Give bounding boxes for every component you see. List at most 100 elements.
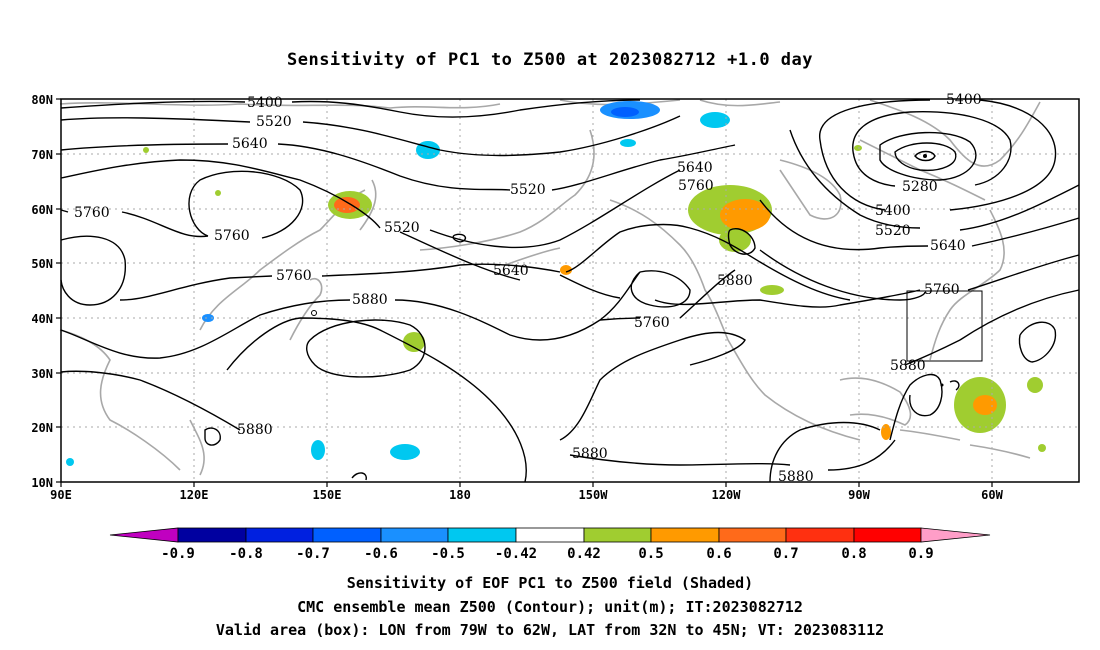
colorbar-cell bbox=[380, 527, 449, 543]
lon-label: 90E bbox=[50, 488, 72, 502]
shade-patch-positive bbox=[1038, 444, 1046, 452]
lon-label: 60W bbox=[981, 488, 1003, 502]
colorbar-cell bbox=[245, 527, 314, 543]
shade-patch-negative bbox=[620, 139, 636, 147]
colorbar-cell-over bbox=[920, 527, 991, 543]
contour-label: 5400 bbox=[946, 92, 982, 108]
contour-label: 5520 bbox=[384, 220, 420, 236]
shade-patch-positive bbox=[973, 395, 997, 415]
contour-label: 5280 bbox=[902, 179, 938, 195]
colorbar-cell bbox=[718, 527, 787, 543]
contour-label: 5640 bbox=[232, 136, 268, 152]
shade-patch-positive bbox=[719, 228, 751, 252]
contour-label: 5880 bbox=[717, 273, 753, 289]
contour-label: 5880 bbox=[237, 422, 273, 438]
lon-label: 180 bbox=[449, 488, 471, 502]
colorbar-label: 0.5 bbox=[638, 546, 663, 562]
contour-label: 5520 bbox=[256, 114, 292, 130]
low-center-markers bbox=[311, 154, 944, 387]
plot-title: Sensitivity of PC1 to Z500 at 2023082712… bbox=[286, 50, 813, 70]
colorbar-label: -0.5 bbox=[431, 546, 465, 562]
colorbar-label: 0.9 bbox=[908, 546, 933, 562]
valid-area-box bbox=[906, 290, 983, 362]
contour-label: 5880 bbox=[352, 292, 388, 308]
lat-label: 70N bbox=[31, 148, 53, 162]
longitude-labels: 90E 120E 150E 180 150W 120W 90W 60W bbox=[50, 488, 1003, 502]
colorbar-labels: -0.9 -0.8 -0.7 -0.6 -0.5 -0.42 0.42 0.5 … bbox=[161, 546, 934, 562]
shade-patch-positive bbox=[854, 145, 862, 151]
shade-patch-negative bbox=[66, 458, 74, 466]
contour-label: 5880 bbox=[572, 446, 608, 462]
shade-patch-negative bbox=[611, 107, 639, 117]
caption-line-2: CMC ensemble mean Z500 (Contour); unit(m… bbox=[297, 598, 803, 616]
shade-patch-negative bbox=[390, 444, 420, 460]
caption-line-1: Sensitivity of EOF PC1 to Z500 field (Sh… bbox=[346, 574, 754, 592]
contour-label: 5760 bbox=[276, 268, 312, 284]
contour-label: 5880 bbox=[890, 358, 926, 374]
axis-ticks bbox=[56, 98, 993, 487]
contour-label: 5400 bbox=[875, 203, 911, 219]
lat-label: 20N bbox=[31, 421, 53, 435]
map-frame bbox=[60, 98, 1080, 483]
colorbar-label: -0.9 bbox=[161, 546, 195, 562]
colorbar-label: -0.7 bbox=[296, 546, 330, 562]
colorbar-cell bbox=[853, 527, 922, 543]
lon-label: 120E bbox=[180, 488, 209, 502]
shade-patch-positive bbox=[143, 147, 149, 153]
lon-label: 90W bbox=[848, 488, 870, 502]
shade-patch-positive bbox=[334, 197, 360, 213]
lat-label: 40N bbox=[31, 312, 53, 326]
colorbar-label: 0.7 bbox=[773, 546, 798, 562]
shade-patch-negative bbox=[416, 141, 440, 159]
colorbar bbox=[109, 527, 991, 543]
shade-patch-negative bbox=[700, 112, 730, 128]
shade-patch-positive bbox=[881, 424, 891, 440]
colorbar-cell-under bbox=[109, 527, 179, 543]
colorbar-cell bbox=[785, 527, 855, 543]
coastlines bbox=[59, 99, 1041, 476]
caption-line-3: Valid area (box): LON from 79W to 62W, L… bbox=[215, 621, 885, 639]
colorbar-cell bbox=[177, 527, 247, 543]
graticule bbox=[61, 99, 1079, 482]
shade-patch-positive bbox=[760, 285, 784, 295]
contour-label: 5640 bbox=[677, 160, 713, 176]
shade-patch-positive bbox=[720, 199, 770, 231]
sensitivity-shading bbox=[66, 101, 1046, 466]
lat-label: 60N bbox=[31, 203, 53, 217]
lat-label: 10N bbox=[31, 476, 53, 490]
contour-label: 5760 bbox=[214, 228, 250, 244]
lat-label: 80N bbox=[31, 93, 53, 107]
shade-patch-negative bbox=[311, 440, 325, 460]
colorbar-label: 0.42 bbox=[567, 546, 601, 562]
contour-label: 5520 bbox=[875, 223, 911, 239]
z500-contours bbox=[60, 99, 1080, 483]
contour-label: 5760 bbox=[924, 282, 960, 298]
colorbar-label: -0.8 bbox=[229, 546, 263, 562]
colorbar-cell bbox=[447, 527, 517, 543]
contour-label: 5520 bbox=[510, 182, 546, 198]
contour-label: 5640 bbox=[930, 238, 966, 254]
colorbar-label: 0.6 bbox=[706, 546, 731, 562]
latitude-labels: 80N 70N 60N 50N 40N 30N 20N 10N bbox=[31, 93, 53, 490]
shade-patch-positive bbox=[403, 332, 425, 352]
lat-label: 30N bbox=[31, 367, 53, 381]
lon-label: 150E bbox=[313, 488, 342, 502]
lon-label: 150W bbox=[579, 488, 609, 502]
colorbar-cell bbox=[515, 527, 585, 543]
lon-label: 120W bbox=[712, 488, 742, 502]
lat-label: 50N bbox=[31, 257, 53, 271]
colorbar-cell bbox=[650, 527, 720, 543]
colorbar-label: -0.6 bbox=[364, 546, 398, 562]
contour-labels: 5400 5520 5640 5760 5760 5520 5520 5640 … bbox=[74, 92, 982, 485]
colorbar-label: 0.8 bbox=[841, 546, 866, 562]
contour-label: 5640 bbox=[493, 263, 529, 279]
colorbar-cell bbox=[312, 527, 382, 543]
colorbar-label: -0.42 bbox=[495, 546, 537, 562]
colorbar-cell bbox=[583, 527, 652, 543]
contour-label: 5760 bbox=[74, 205, 110, 221]
shade-patch-positive bbox=[560, 265, 572, 275]
shade-patch-positive bbox=[215, 190, 221, 196]
contour-label: 5880 bbox=[778, 469, 814, 485]
contour-label: 5760 bbox=[634, 315, 670, 331]
